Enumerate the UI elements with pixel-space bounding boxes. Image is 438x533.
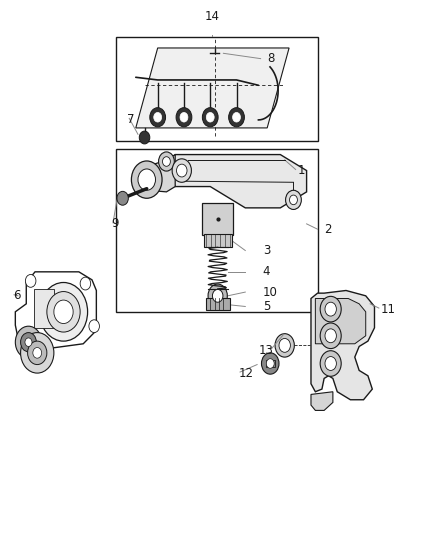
Circle shape <box>25 274 36 287</box>
Circle shape <box>275 334 294 357</box>
Circle shape <box>33 348 42 358</box>
Circle shape <box>180 112 188 122</box>
Text: 14: 14 <box>205 10 220 23</box>
Circle shape <box>177 164 187 177</box>
Text: 5: 5 <box>263 300 270 313</box>
Circle shape <box>39 282 88 341</box>
Circle shape <box>212 289 223 302</box>
Circle shape <box>320 296 341 322</box>
Bar <box>116 37 318 141</box>
Circle shape <box>54 300 73 324</box>
Circle shape <box>131 161 162 198</box>
Circle shape <box>162 157 170 166</box>
Circle shape <box>325 357 336 370</box>
Circle shape <box>159 152 174 171</box>
Text: 12: 12 <box>239 367 254 379</box>
Circle shape <box>139 131 150 144</box>
Circle shape <box>15 326 42 358</box>
Circle shape <box>202 108 218 127</box>
Circle shape <box>154 112 162 122</box>
Circle shape <box>25 338 32 346</box>
Circle shape <box>176 108 192 127</box>
Bar <box>206 298 230 310</box>
Text: 10: 10 <box>263 286 278 298</box>
Text: 11: 11 <box>381 303 396 316</box>
Circle shape <box>21 333 36 352</box>
Bar <box>266 360 275 367</box>
Text: 6: 6 <box>13 289 21 302</box>
Circle shape <box>286 190 301 209</box>
Circle shape <box>206 112 214 122</box>
Text: 7: 7 <box>127 114 134 126</box>
Circle shape <box>325 329 336 343</box>
Circle shape <box>208 284 227 308</box>
Bar <box>204 234 232 247</box>
Text: 1: 1 <box>298 164 305 177</box>
Circle shape <box>320 323 341 349</box>
Text: 2: 2 <box>324 223 332 236</box>
Polygon shape <box>311 392 333 410</box>
Polygon shape <box>311 290 374 400</box>
Circle shape <box>172 159 191 182</box>
Circle shape <box>21 333 54 373</box>
Bar <box>116 149 318 312</box>
Bar <box>202 203 233 235</box>
Polygon shape <box>136 155 175 192</box>
Polygon shape <box>315 298 366 344</box>
Polygon shape <box>15 272 96 349</box>
Text: 4: 4 <box>263 265 270 278</box>
Circle shape <box>290 195 297 205</box>
Bar <box>34 289 54 328</box>
Circle shape <box>229 108 244 127</box>
Text: 3: 3 <box>263 244 270 257</box>
Circle shape <box>80 277 91 290</box>
Circle shape <box>89 320 99 333</box>
Circle shape <box>138 169 155 190</box>
Text: 8: 8 <box>267 52 275 65</box>
Circle shape <box>233 112 240 122</box>
Circle shape <box>325 302 336 316</box>
Polygon shape <box>166 155 307 208</box>
Circle shape <box>266 359 274 368</box>
Circle shape <box>261 353 279 374</box>
Circle shape <box>47 292 80 332</box>
Circle shape <box>150 108 166 127</box>
Text: 9: 9 <box>112 217 119 230</box>
Circle shape <box>28 341 47 365</box>
Circle shape <box>320 351 341 376</box>
Text: 13: 13 <box>258 344 273 357</box>
Polygon shape <box>136 48 289 128</box>
Circle shape <box>117 191 128 205</box>
Circle shape <box>279 338 290 352</box>
